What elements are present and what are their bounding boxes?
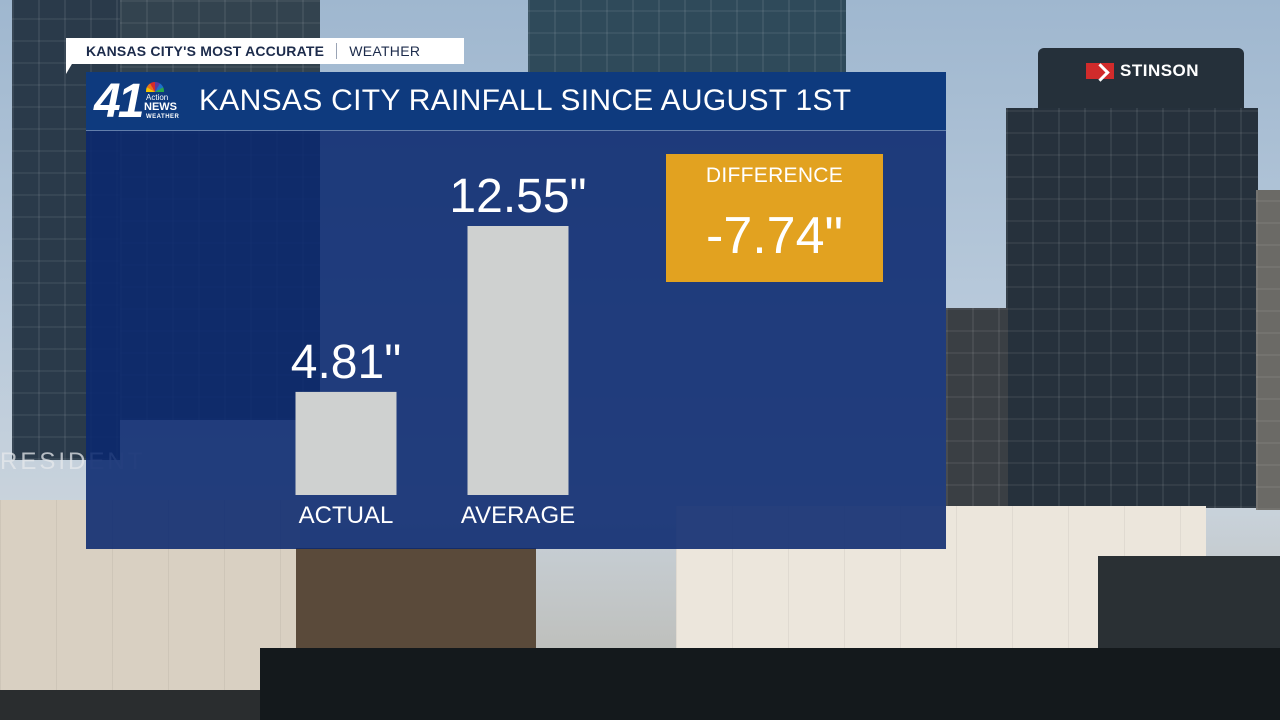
logo-news: NEWS bbox=[144, 101, 177, 113]
panel-header: 41 Action NEWS WEATHER KANSAS CITY RAINF… bbox=[86, 72, 946, 131]
logo-weather: WEATHER bbox=[146, 114, 180, 120]
chart-title: KANSAS CITY RAINFALL SINCE AUGUST 1ST bbox=[199, 84, 852, 117]
rainfall-panel: 41 Action NEWS WEATHER KANSAS CITY RAINF… bbox=[86, 72, 946, 549]
tagline-right: WEATHER bbox=[349, 43, 421, 59]
bar-actual bbox=[295, 391, 397, 495]
stinson-tower bbox=[1006, 108, 1258, 508]
bar-average bbox=[467, 226, 569, 495]
logo-action: Action bbox=[146, 93, 169, 102]
lower-mid-structure bbox=[296, 548, 536, 648]
category-label-actual: ACTUAL bbox=[299, 502, 394, 529]
value-label-actual: 4.81" bbox=[291, 336, 401, 389]
station-logo: 41 Action NEWS WEATHER bbox=[94, 75, 184, 128]
foreground-glass bbox=[260, 648, 1280, 720]
foreground-left bbox=[0, 690, 260, 720]
difference-label: DIFFERENCE bbox=[705, 164, 844, 187]
far-right-building bbox=[1256, 190, 1280, 510]
stinson-tower-top bbox=[1038, 48, 1244, 118]
dark-vent-block bbox=[1098, 556, 1280, 656]
logo-number: 41 bbox=[94, 75, 144, 128]
difference-box: DIFFERENCE -7.74" bbox=[666, 154, 883, 282]
tagline-divider bbox=[336, 43, 338, 59]
stinson-logo-icon bbox=[1086, 63, 1114, 79]
rainfall-bar-chart: 4.81" ACTUAL 12.55" AVERAGE bbox=[291, 170, 587, 529]
difference-value: -7.74" bbox=[706, 207, 843, 265]
stinson-sign: STINSON bbox=[1086, 58, 1212, 84]
mid-right-building bbox=[946, 308, 1008, 508]
stinson-sign-text: STINSON bbox=[1120, 61, 1200, 80]
tagline-left: KANSAS CITY'S MOST ACCURATE bbox=[86, 43, 325, 59]
peacock-icon bbox=[146, 82, 164, 92]
category-label-average: AVERAGE bbox=[461, 502, 575, 529]
value-label-average: 12.55" bbox=[449, 170, 586, 223]
station-tagline: KANSAS CITY'S MOST ACCURATE WEATHER bbox=[66, 38, 464, 64]
